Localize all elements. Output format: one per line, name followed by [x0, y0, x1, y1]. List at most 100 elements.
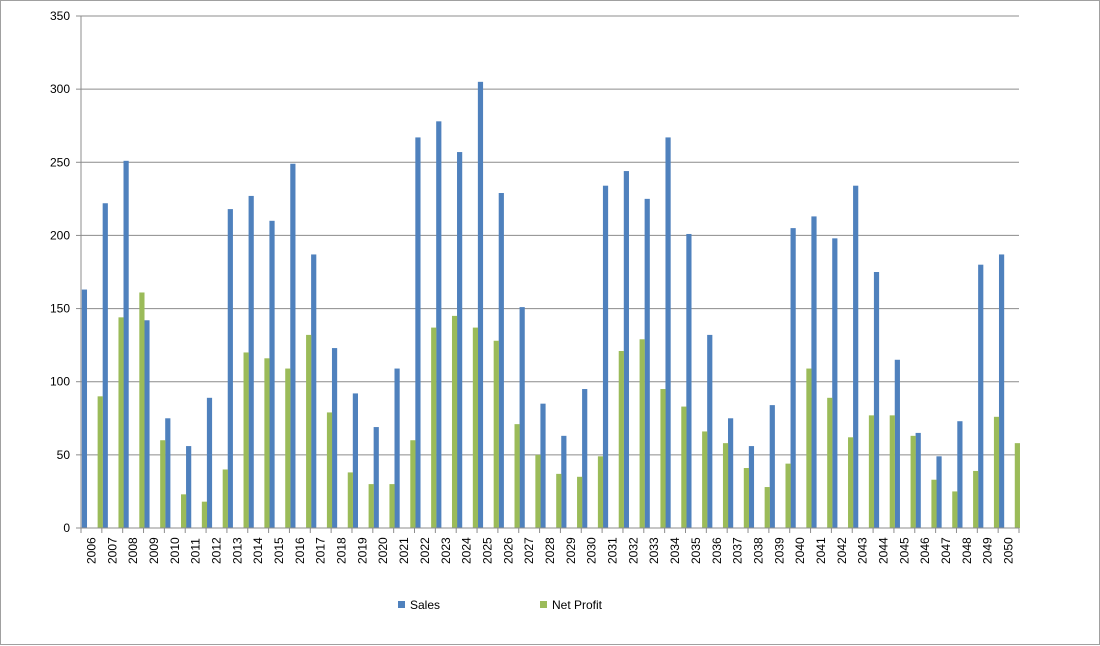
bar-sales-2028: [540, 403, 546, 528]
x-tick-label: 2020: [376, 537, 390, 564]
y-axis-tick-labels: 0 50 100 150 200 250 300 350: [50, 9, 70, 535]
y-tick-label: 300: [50, 82, 70, 96]
x-tick-label: 2017: [314, 537, 328, 564]
x-tick-label: 2029: [564, 537, 578, 564]
bar-net-profit-2018: [347, 472, 353, 528]
bar-net-profit-2007: [118, 317, 124, 528]
bar-sales-2041: [811, 216, 817, 528]
bar-net-profit-2029: [577, 476, 583, 528]
bar-sales-2022: [415, 137, 421, 529]
x-tick-label: 2019: [355, 537, 369, 564]
bar-sales-2015: [269, 220, 275, 529]
bar-net-profit-2039: [785, 463, 791, 528]
x-tick-label: 2042: [835, 537, 849, 564]
bar-sales-2025: [477, 81, 484, 528]
bar-net-profit-2049: [993, 416, 1000, 528]
legend: Sales Net Profit: [398, 598, 603, 612]
bar-net-profit-2008: [139, 292, 145, 528]
x-tick-label: 2038: [751, 537, 765, 564]
bar-net-profit-2013: [243, 352, 249, 528]
x-tick-label: 2009: [147, 537, 161, 564]
bar-sales-2035: [686, 233, 692, 528]
x-tick-label: 2031: [606, 537, 620, 564]
bar-sales-2044: [873, 272, 880, 528]
bar-net-profit-2036: [722, 443, 729, 528]
bar-net-profit-2020: [389, 484, 395, 528]
x-tick-label: 2033: [647, 537, 661, 564]
x-tick-label: 2021: [397, 537, 411, 564]
x-tick-label: 2022: [418, 537, 432, 564]
x-tick-label: 2006: [84, 537, 98, 564]
y-tick-label: 200: [50, 228, 70, 242]
x-tick-label: 2037: [731, 537, 745, 564]
x-tick-label: 2008: [126, 537, 140, 564]
bar-net-profit-2010: [181, 494, 187, 528]
bar-net-profit-2024: [472, 327, 479, 528]
bar-net-profit-2046: [931, 479, 937, 528]
bar-sales-2009: [144, 320, 150, 528]
x-tick-label: 2011: [189, 538, 203, 564]
x-tick-label: 2012: [209, 537, 223, 564]
bar-net-profit-2012: [222, 469, 228, 528]
bar-sales-2010: [165, 418, 171, 528]
bar-sales-2048: [957, 421, 963, 528]
bar-net-profit-2048: [973, 470, 979, 528]
bar-net-profit-2035: [702, 431, 708, 528]
legend-label: Net Profit: [552, 598, 603, 612]
bar-sales-2023: [436, 121, 442, 528]
bar-net-profit-2025: [493, 340, 499, 528]
bar-net-profit-2043: [868, 415, 875, 528]
bar-sales-2024: [457, 152, 463, 529]
bar-sales-2047: [936, 456, 942, 528]
bar-sales-2020: [373, 427, 379, 528]
bar-net-profit-2028: [556, 473, 562, 528]
x-tick-label: 2034: [668, 537, 682, 564]
legend-swatch-sales: [398, 601, 405, 608]
x-tick-label: 2047: [939, 537, 953, 564]
x-tick-label: 2032: [626, 537, 640, 564]
bar-sales-2030: [582, 389, 588, 528]
bar-net-profit-2016: [306, 334, 312, 528]
bar-sales-2018: [331, 348, 338, 528]
x-tick-label: 2045: [897, 537, 911, 564]
x-axis-tick-labels: 2006 2007 2008 2009 2010 2011 2012 2013 2014 2015…: [84, 537, 1015, 564]
x-tick-label: 2026: [501, 537, 515, 564]
bar-sales-2034: [665, 137, 671, 529]
bar-net-profit-2023: [451, 315, 458, 528]
bar-sales-2037: [728, 418, 734, 528]
bar-sales-2021: [394, 368, 400, 528]
bar-sales-2017: [311, 254, 317, 528]
x-tick-label: 2040: [793, 537, 807, 564]
bar-sales-2049: [978, 264, 984, 528]
bar-net-profit-2032: [639, 339, 645, 528]
bar-sales-2029: [561, 435, 567, 528]
y-tick-label: 350: [50, 9, 70, 23]
x-tick-label: 2018: [335, 537, 349, 564]
x-tick-label: 2046: [918, 537, 932, 564]
bar-net-profit-2041: [827, 397, 833, 528]
bar-sales-2040: [790, 228, 796, 529]
bar-sales-2027: [519, 307, 525, 528]
x-tick-label: 2036: [710, 537, 724, 564]
x-tick-label: 2049: [981, 537, 995, 564]
bar-net-profit-2042: [848, 437, 854, 528]
bar-net-profit-2038: [764, 487, 770, 528]
bar-net-profit-2014: [264, 358, 270, 528]
bar-sales-2032: [623, 171, 629, 528]
bar-net-profit-2026: [514, 424, 520, 528]
bar-sales-2007: [102, 203, 108, 528]
x-tick-label: 2023: [439, 537, 453, 564]
bar-sales-2026: [498, 193, 504, 528]
bar-sales-2012: [206, 397, 213, 528]
bar-net-profit-2045: [910, 435, 916, 528]
y-tick-label: 100: [50, 375, 70, 389]
bars: [81, 81, 1020, 529]
x-tick-label: 2050: [1002, 537, 1016, 564]
gridlines: [76, 15, 1019, 529]
bar-net-profit-2027: [535, 454, 541, 528]
bar-net-profit-2040: [806, 368, 812, 528]
bar-sales-2042: [832, 238, 838, 528]
legend-swatch-net-profit: [540, 601, 547, 608]
bar-sales-2039: [769, 405, 775, 528]
